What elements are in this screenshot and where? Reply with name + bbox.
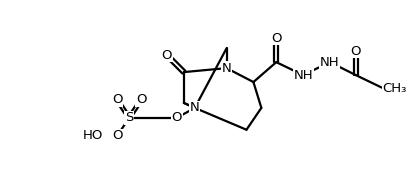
Text: O: O [351, 45, 361, 58]
Text: O: O [112, 129, 122, 142]
Text: N: N [222, 62, 232, 75]
Text: S: S [125, 111, 133, 124]
Text: NH: NH [320, 56, 340, 69]
Text: N: N [190, 101, 200, 114]
Text: O: O [162, 49, 172, 62]
Text: O: O [271, 32, 281, 45]
Text: NH: NH [293, 69, 313, 82]
Text: O: O [172, 111, 182, 124]
Text: HO: HO [83, 129, 103, 142]
Text: O: O [136, 93, 146, 106]
Text: O: O [112, 93, 122, 106]
Text: CH₃: CH₃ [383, 81, 407, 95]
